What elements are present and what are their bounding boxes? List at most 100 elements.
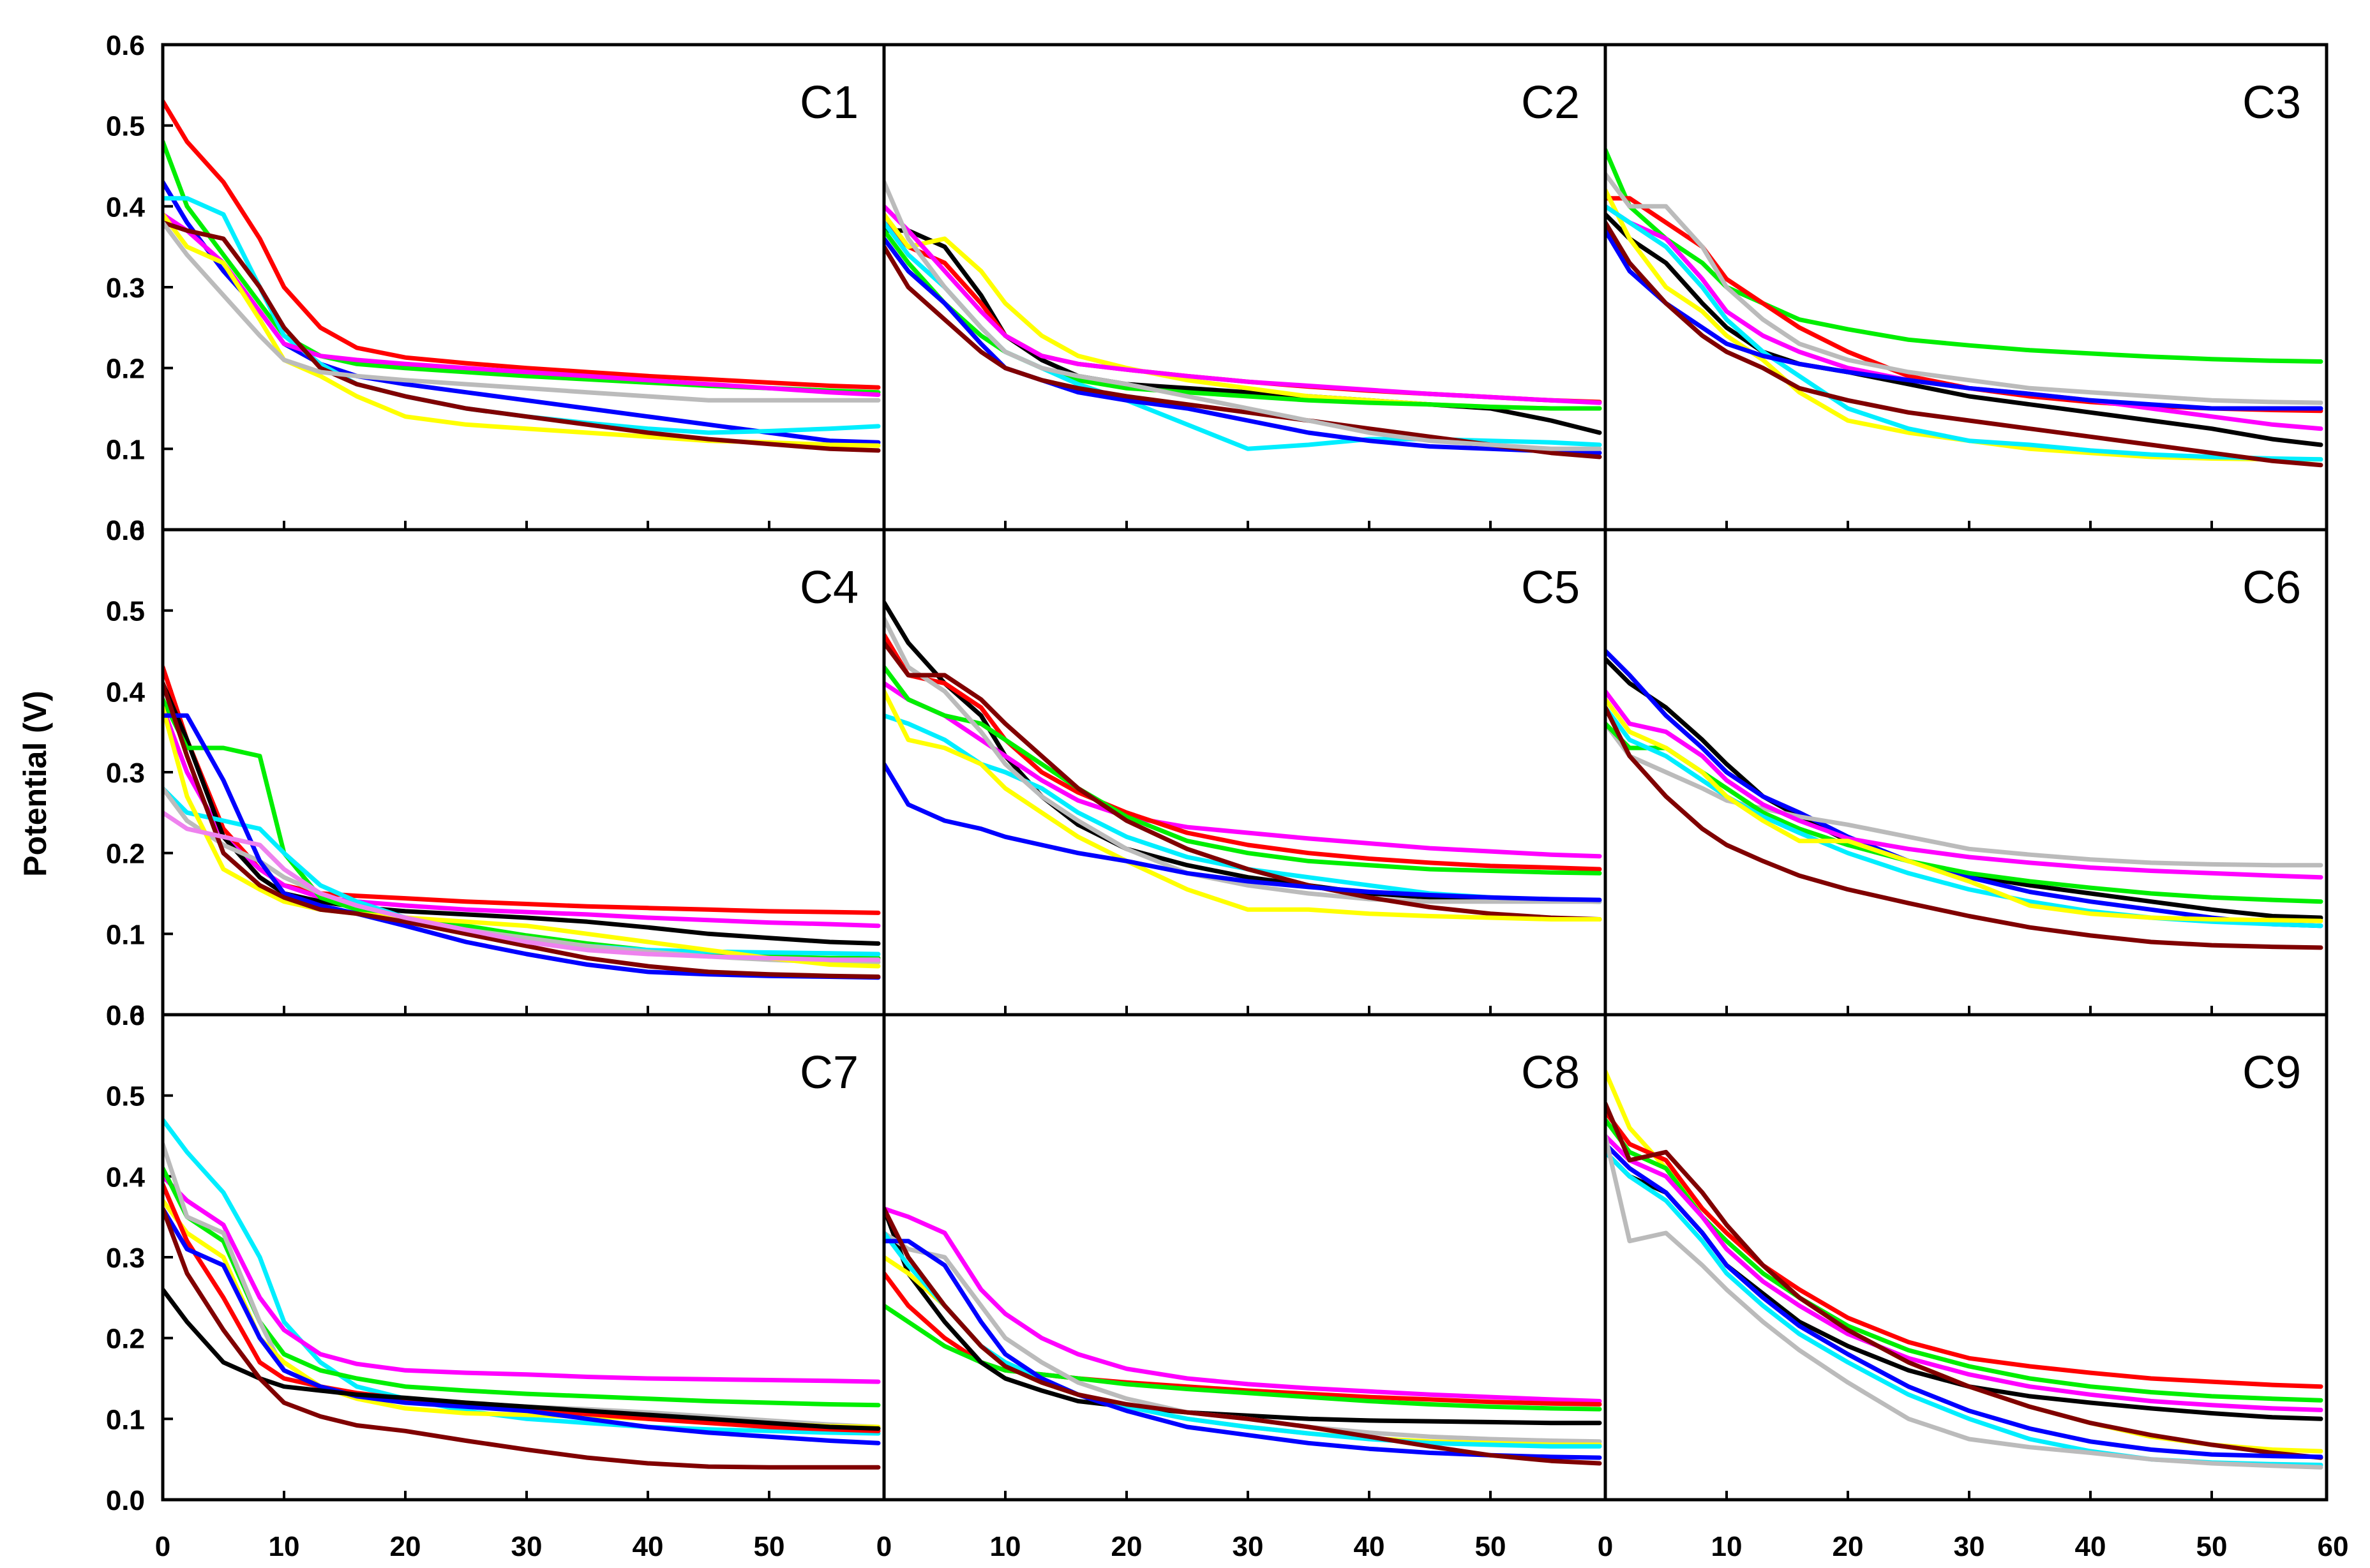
panel-c6-series [1605,648,2323,950]
label-layer: Potential (V) C1 C2 C3 C4 C5 C6 C7 C8 C9 0.0 0.1 0.… [17,30,2348,1562]
series-line-c3-brown [1605,220,2323,468]
panel-c3-series [1605,147,2323,468]
series-line-c5-red [884,632,1602,872]
series-line-c8-gray [884,1230,1602,1444]
y-tick-label: 0.0 [106,515,145,546]
series-layer [163,99,2323,1470]
series-line-c1-yellow [163,212,881,448]
panel-label-c3: C3 [2242,77,2301,128]
x-tick-label: 30 [1954,1531,1985,1562]
y-tick-label: 0.5 [106,1081,145,1112]
x-tick-label: 0 [876,1531,892,1562]
y-tick-label: 0.1 [106,434,145,465]
x-tick-label: 40 [633,1531,664,1562]
panel-label-c2: C2 [1521,77,1580,128]
x-tick-label: 10 [990,1531,1021,1562]
y-tick-label: 0.0 [106,1485,145,1516]
y-tick-label: 0.4 [106,676,146,708]
series-line-c1-green [163,139,881,395]
series-line-c4-red [163,664,881,915]
y-tick-label: 0.5 [106,111,145,142]
series-line-c8-brown [884,1206,1602,1466]
series-line-c1-gray [163,220,881,403]
x-tick-label: 20 [1833,1531,1864,1562]
series-line-c4-black [163,681,881,946]
axes-layer [163,43,2213,1501]
y-tick-label: 0.3 [106,1243,145,1274]
y-tick-label: 0.4 [106,191,146,223]
panel-label-c8: C8 [1521,1047,1580,1098]
y-tick-label: 0.1 [106,919,145,950]
y-tick-label: 0.5 [106,596,145,627]
y-tick-label: 0.0 [106,1000,145,1031]
x-tick-label: 10 [269,1531,300,1562]
series-line-c9-black [1605,1149,2323,1421]
series-line-c6-gray [1605,721,2323,868]
series-line-c5-gray [884,616,1602,904]
y-tick-label: 0.4 [106,1161,146,1193]
panel-c4-series [163,664,881,980]
y-tick-label: 0.6 [106,515,145,546]
y-tick-label: 0.6 [106,30,145,61]
y-tick-label: 0.6 [106,1000,145,1031]
panel-c7-series [163,1117,881,1470]
series-line-c6-brown [1605,705,2323,950]
x-tick-label: 50 [2196,1531,2228,1562]
series-line-c9-green [1605,1117,2323,1403]
series-line-c2-black [884,228,1602,435]
panel-label-c1: C1 [800,77,859,128]
series-line-c7-blue [163,1206,881,1445]
panel-label-c5: C5 [1521,562,1580,613]
x-tick-label: 40 [1354,1531,1385,1562]
x-tick-label: 50 [754,1531,785,1562]
series-line-c1-brown [163,220,881,453]
series-line-c4-yellow [163,705,881,969]
series-line-c4-brown [163,681,881,979]
x-tick-label: 20 [390,1531,421,1562]
series-line-c7-black [163,1287,881,1431]
series-line-c5-green [884,664,1602,876]
panel-label-c7: C7 [800,1047,859,1098]
x-tick-label: 10 [1711,1531,1743,1562]
panel-label-c6: C6 [2242,562,2301,613]
series-line-c9-blue [1605,1142,2323,1460]
y-tick-label: 0.2 [106,839,145,870]
series-line-c9-red [1605,1109,2323,1389]
series-line-c3-green [1605,147,2323,364]
series-line-c3-blue [1605,228,2323,411]
series-line-c5-brown [884,640,1602,922]
series-line-c5-yellow [884,689,1602,922]
x-tick-label: 20 [1111,1531,1143,1562]
y-tick-label: 0.2 [106,354,145,385]
series-line-c5-blue [884,761,1602,902]
panel-c5-series [884,600,1602,922]
frame-layer [161,43,2329,1502]
x-tick-label: 0 [1598,1531,1613,1562]
series-line-c6-cyan [1605,705,2323,929]
panel-frame-c6 [1603,528,2329,1017]
y-tick-label: 0.3 [106,758,145,789]
series-line-c7-brown [163,1206,881,1470]
panel-c9-series [1605,1069,2323,1470]
series-line-c9-gray [1605,1133,2323,1470]
x-tick-label: 40 [2075,1531,2106,1562]
x-tick-label: 60 [2318,1531,2349,1562]
panel-frame-c1 [161,43,886,532]
series-line-c3-cyan [1605,204,2323,462]
y-tick-label: 0.1 [106,1404,145,1435]
series-line-c9-cyan [1605,1149,2323,1467]
series-line-c2-gray [884,179,1602,451]
panel-frame-c9 [1603,1013,2329,1502]
x-tick-label: 30 [511,1531,543,1562]
series-line-c3-gray [1605,172,2323,405]
y-tick-label: 0.2 [106,1324,145,1355]
series-line-c4-violet [163,810,881,962]
series-line-c2-magenta [884,204,1602,405]
series-line-c9-brown [1605,1101,2323,1460]
series-line-c8-green [884,1303,1602,1412]
series-line-c8-blue [884,1239,1602,1460]
series-line-c8-magenta [884,1206,1602,1403]
panel-label-c9: C9 [2242,1047,2301,1098]
x-tick-label: 30 [1233,1531,1264,1562]
